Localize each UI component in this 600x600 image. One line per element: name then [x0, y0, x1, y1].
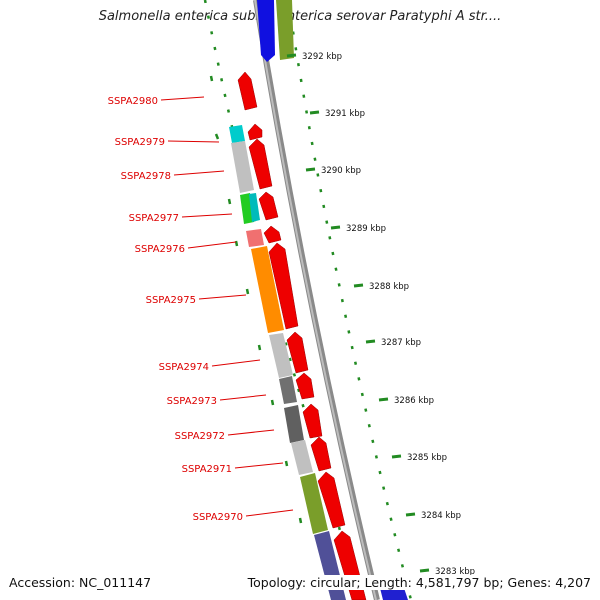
gene-arrows [237, 71, 367, 600]
right-dotted-ring [286, 0, 413, 600]
accession-text: Accession: NC_011147 [9, 575, 152, 590]
gene-arrow-sspa2975 [268, 242, 299, 330]
gene-label: SSPA2974 [159, 362, 209, 373]
gene-label-leader [181, 213, 233, 218]
genome-title: Salmonella enterica subsp. enterica sero… [98, 9, 502, 24]
gene-arrow-sspa2971 [310, 436, 332, 472]
gene-block-bottom-blue [380, 588, 408, 600]
gene-block-silver-3 [291, 440, 313, 475]
gene-label-leader [245, 509, 294, 517]
scale-tick-mark [378, 397, 389, 402]
gene-label-leader [173, 170, 225, 176]
gene-label: SSPA2972 [175, 431, 225, 442]
scale-tick-mark [309, 110, 320, 115]
gene-block-orange [251, 246, 284, 333]
scale-tick-label: 3290 kbp [321, 166, 361, 176]
gene-label-leader [227, 429, 275, 436]
gene-label: SSPA2979 [115, 137, 165, 148]
scale-tick-mark [405, 512, 416, 517]
scale-tick-label: 3289 kbp [346, 224, 386, 234]
gene-label-leader [211, 359, 261, 367]
inner-green-ticks [209, 75, 303, 524]
scale-tick-label: 3285 kbp [407, 453, 447, 463]
gene-arrow-sspa2977 [258, 191, 279, 221]
gene-label: SSPA2978 [121, 171, 171, 182]
gene-arrow-sspa2973 [295, 372, 315, 400]
scale-tick-label: 3283 kbp [435, 567, 475, 577]
scale-tick-mark [286, 53, 297, 58]
gene-block-blue [257, 0, 275, 62]
gene-arrow-sspa2972 [302, 403, 323, 439]
gene-block-cyan [229, 125, 245, 143]
gene-block-silver-2 [269, 333, 293, 378]
gene-block-darkgray-1 [279, 376, 297, 404]
gene-arrow-sspa2978 [248, 138, 273, 190]
gene-label: SSPA2975 [146, 295, 196, 306]
scale-tick-label: 3288 kbp [369, 282, 409, 292]
scale-tick-label: 3286 kbp [394, 396, 434, 406]
scale-tick-mark [365, 339, 376, 344]
gene-block-darkgray-2 [284, 405, 304, 443]
gene-label: SSPA2980 [108, 96, 158, 107]
gene-label-leader [167, 140, 220, 143]
gene-label-leader [187, 241, 237, 249]
gene-label-layer: SSPA2980 SSPA2979 SSPA2978 SSPA2977 SSPA2976… [108, 96, 294, 523]
gene-label: SSPA2976 [135, 244, 185, 255]
scale-tick-label: 3287 kbp [381, 338, 421, 348]
gene-label: SSPA2973 [167, 396, 217, 407]
scale-ticks: 3292 kbp 3291 kbp 3290 kbp 3289 kbp 3288 kbp… [286, 52, 475, 577]
scale-tick-mark [353, 283, 364, 288]
gene-arrow-sspa2979 [247, 123, 263, 141]
gene-label-leader [198, 294, 247, 300]
gene-block-teal [249, 193, 260, 222]
scale-tick-label: 3291 kbp [325, 109, 365, 119]
gene-label-leader [234, 462, 284, 469]
gene-block-olive [276, 0, 294, 60]
scale-tick-mark [391, 454, 402, 459]
gene-label-leader [219, 394, 267, 401]
scale-tick-label: 3292 kbp [302, 52, 342, 62]
scale-tick-label: 3284 kbp [421, 511, 461, 521]
scale-tick-mark [419, 568, 430, 573]
scale-tick-mark [330, 225, 341, 230]
gene-block-salmon [246, 229, 264, 247]
gene-arrow-sspa2976 [263, 225, 282, 244]
genome-backbone [253, 0, 380, 600]
gene-label-leader [160, 96, 205, 101]
gene-arrow-sspa2974 [286, 331, 309, 374]
scale-tick-mark [305, 167, 316, 172]
gene-label: SSPA2971 [182, 464, 232, 475]
gene-label: SSPA2977 [129, 213, 179, 224]
gene-block-olive-2 [300, 473, 328, 534]
genome-summary-text: Topology: circular; Length: 4,581,797 bp… [247, 575, 591, 590]
gene-arrow-sspa2970 [317, 471, 346, 529]
left-strand-genes [229, 0, 408, 600]
gene-label: SSPA2970 [193, 512, 243, 523]
gene-block-silver-1 [231, 141, 254, 193]
gene-arrow-sspa2980 [237, 71, 258, 111]
